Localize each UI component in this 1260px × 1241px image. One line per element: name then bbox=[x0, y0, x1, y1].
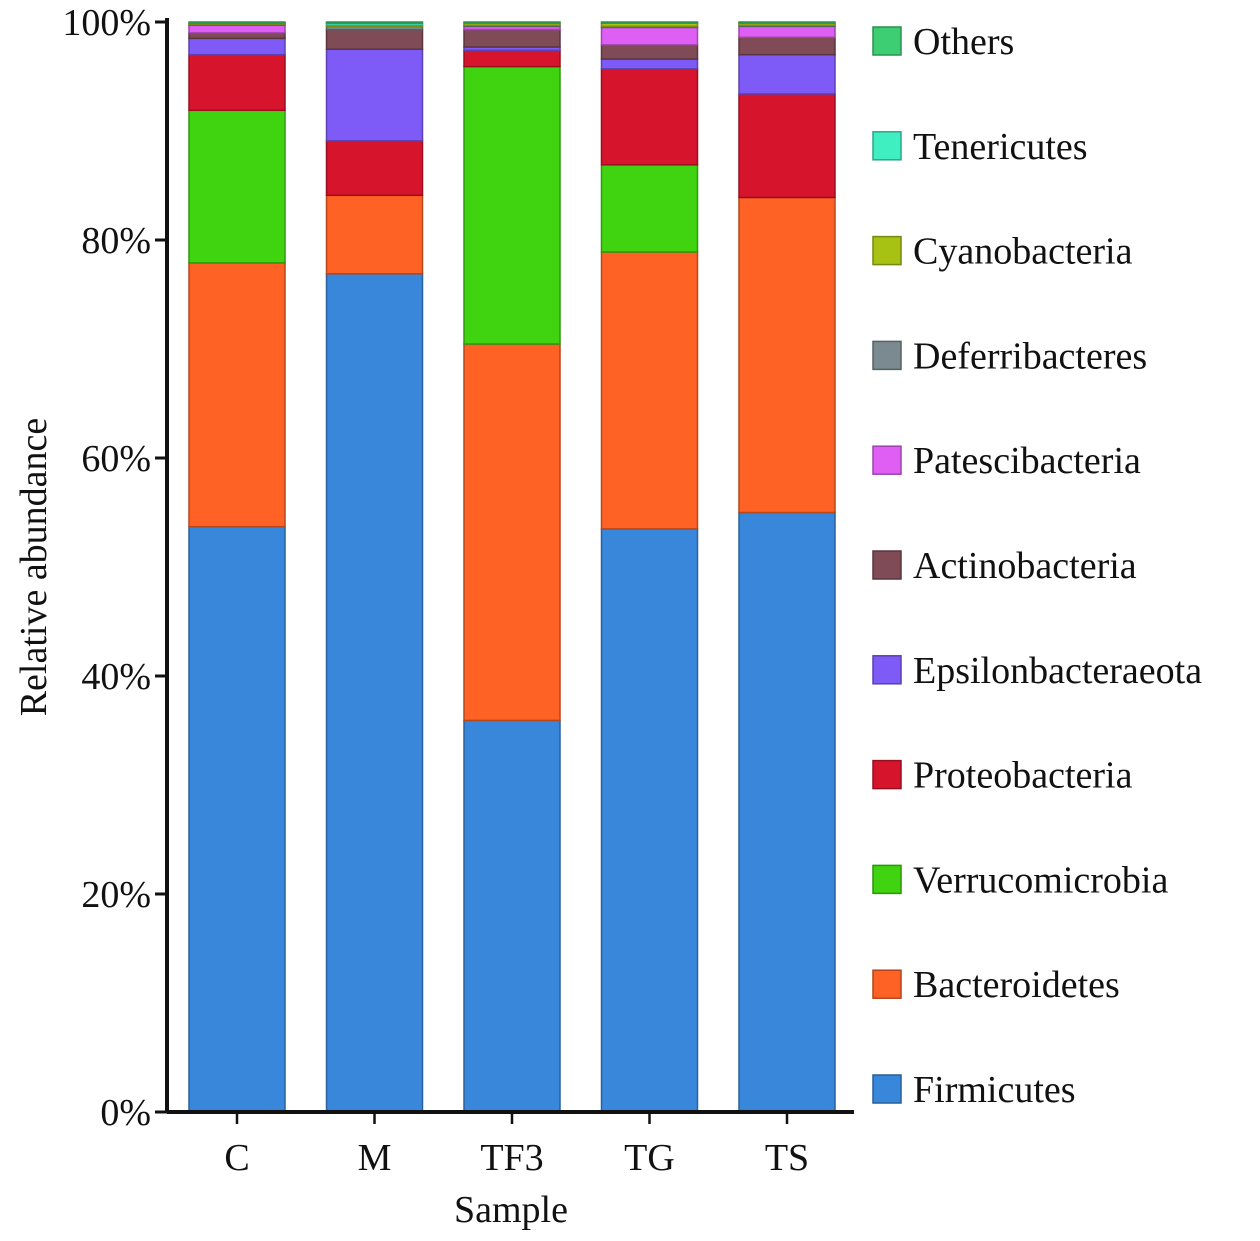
legend-swatch-firmicutes bbox=[872, 1074, 902, 1104]
bar-segment-m-actinobacteria bbox=[325, 28, 424, 50]
legend-label-patescibacteria: Patescibacteria bbox=[913, 440, 1141, 482]
bar-segment-m-bacteroidetes bbox=[325, 194, 424, 275]
bar-segment-c-patescibacteria bbox=[188, 24, 286, 34]
bar-segment-c-firmicutes bbox=[188, 525, 286, 1113]
legend-label-firmicutes: Firmicutes bbox=[913, 1069, 1076, 1111]
x-tick-label-ts: TS bbox=[765, 1137, 809, 1179]
bar-segment-tf3-actinobacteria bbox=[463, 28, 561, 48]
legend-label-epsilonbacteraeota: Epsilonbacteraeota bbox=[913, 650, 1202, 692]
legend-swatch-proteobacteria bbox=[872, 759, 902, 790]
legend-swatch-cyanobacteria bbox=[872, 235, 902, 266]
bar-segment-m-proteobacteria bbox=[325, 140, 424, 197]
bar-segment-tg-bacteroidetes bbox=[600, 251, 699, 530]
bar-segment-tf3-verrucomicrobia bbox=[463, 65, 561, 345]
legend-label-deferribacteres: Deferribacteres bbox=[913, 335, 1147, 377]
bar-segment-c-epsilonbacteraeota bbox=[188, 37, 286, 56]
legend-swatch-bacteroidetes bbox=[872, 969, 902, 999]
bar-segment-ts-epsilonbacteraeota bbox=[738, 53, 836, 95]
x-tick-label-c: C bbox=[224, 1137, 249, 1179]
bar-segment-tf3-bacteroidetes bbox=[463, 343, 561, 722]
legend-swatch-others bbox=[872, 26, 902, 56]
bar-segment-c-actinobacteria bbox=[188, 32, 286, 40]
x-tick-label-m: M bbox=[358, 1137, 392, 1179]
legend-swatch-deferribacteres bbox=[872, 340, 902, 371]
bar-segment-tg-verrucomicrobia bbox=[600, 164, 699, 253]
y-tick-label: 20% bbox=[81, 874, 151, 916]
bar-segment-ts-patescibacteria bbox=[738, 25, 836, 39]
bar-segment-tg-others bbox=[600, 21, 699, 24]
y-tick-label: 100% bbox=[62, 2, 151, 44]
bar-segment-tg-proteobacteria bbox=[600, 68, 699, 166]
bar-segment-m-epsilonbacteraeota bbox=[325, 48, 424, 142]
bar-segment-tf3-others bbox=[463, 21, 561, 24]
bar-segment-m-others bbox=[325, 21, 424, 24]
bar-segment-tf3-firmicutes bbox=[463, 719, 561, 1113]
bar-segment-ts-bacteroidetes bbox=[738, 196, 836, 514]
legend-swatch-patescibacteria bbox=[872, 445, 902, 475]
legend-swatch-tenericutes bbox=[872, 131, 902, 161]
y-axis-title: Relative abundance bbox=[13, 418, 55, 717]
bar-segment-m-firmicutes bbox=[325, 273, 424, 1113]
bar-segment-tg-epsilonbacteraeota bbox=[600, 58, 699, 70]
bar-segment-c-verrucomicrobia bbox=[188, 109, 286, 264]
legend-swatch-verrucomicrobia bbox=[872, 864, 902, 895]
legend-label-proteobacteria: Proteobacteria bbox=[913, 755, 1133, 797]
y-tick-label: 80% bbox=[81, 220, 151, 262]
legend-swatch-actinobacteria bbox=[872, 550, 902, 580]
y-tick-label: 0% bbox=[100, 1092, 151, 1134]
legend-label-tenericutes: Tenericutes bbox=[913, 126, 1088, 168]
bar-segment-ts-others bbox=[738, 21, 836, 24]
bar-segment-c-bacteroidetes bbox=[188, 262, 286, 528]
legend-layer: Others Tenericutes Cyanobacteria Deferribac… bbox=[872, 21, 1202, 1111]
legend-label-cyanobacteria: Cyanobacteria bbox=[913, 231, 1133, 273]
legend-label-actinobacteria: Actinobacteria bbox=[913, 545, 1137, 587]
bars-layer bbox=[188, 21, 836, 1113]
y-tick-label: 60% bbox=[81, 438, 151, 480]
bar-segment-tg-patescibacteria bbox=[600, 26, 699, 46]
bar-segment-ts-actinobacteria bbox=[738, 36, 836, 56]
axes-layer: 0% 20% 40% 60% 80% 100% C M TF3 TG TS bbox=[62, 2, 854, 1179]
x-tick-label-tg: TG bbox=[624, 1137, 675, 1179]
bar-segment-tf3-proteobacteria bbox=[463, 49, 561, 68]
bar-segment-ts-proteobacteria bbox=[738, 93, 836, 199]
legend-label-verrucomicrobia: Verrucomicrobia bbox=[913, 859, 1168, 901]
bar-segment-c-proteobacteria bbox=[188, 53, 286, 112]
x-axis-title: Sample bbox=[454, 1189, 568, 1231]
legend-swatch-epsilonbacteraeota bbox=[872, 655, 902, 685]
legend-label-others: Others bbox=[913, 21, 1014, 63]
bar-segment-ts-firmicutes bbox=[738, 511, 836, 1113]
y-tick-label: 40% bbox=[81, 656, 151, 698]
x-tick-label-tf3: TF3 bbox=[480, 1137, 543, 1179]
bar-segment-c-others bbox=[188, 21, 286, 24]
bar-segment-tg-actinobacteria bbox=[600, 44, 699, 60]
bar-segment-tg-firmicutes bbox=[600, 528, 699, 1113]
legend-label-bacteroidetes: Bacteroidetes bbox=[913, 964, 1120, 1006]
